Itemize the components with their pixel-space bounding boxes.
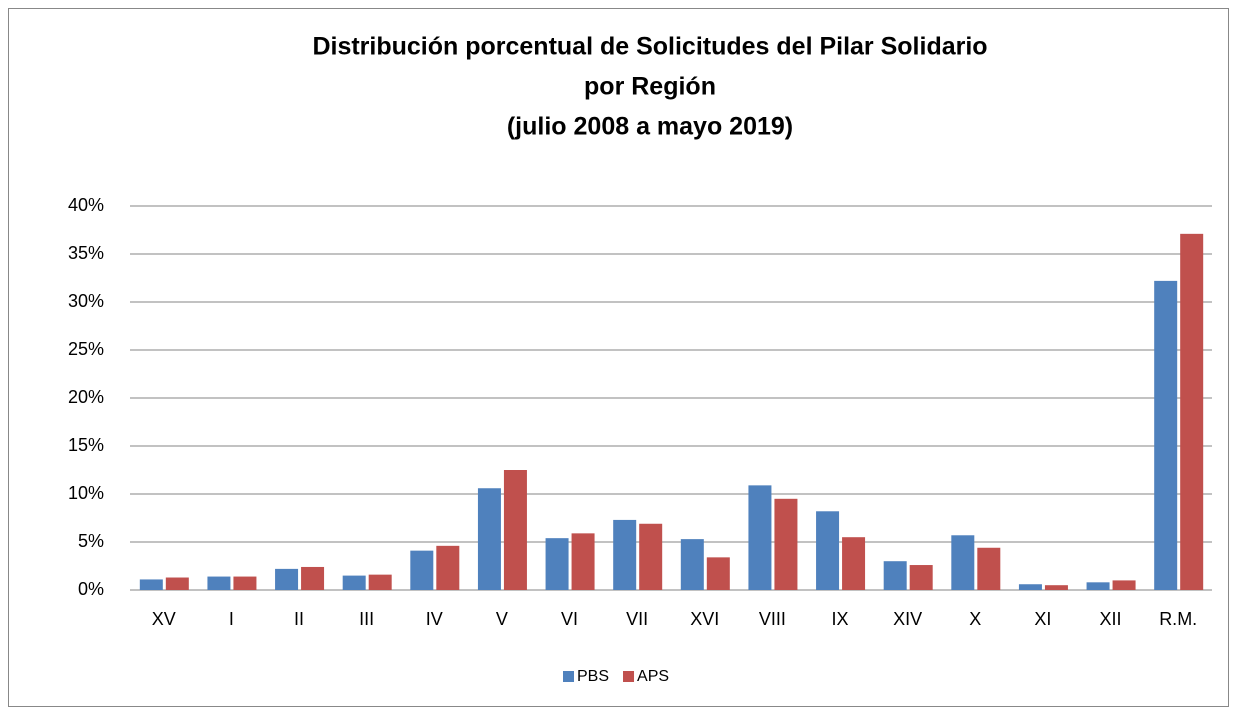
x-tick-label: R.M. [1159,609,1197,629]
chart-title: Distribución porcentual de Solicitudes d… [312,33,987,61]
y-tick-label: 25% [68,339,104,359]
bar [680,539,704,590]
bar [1154,280,1178,590]
bar [639,523,663,590]
bar [368,574,392,590]
bar [165,577,189,590]
x-tick-label: IV [426,609,443,629]
bar [139,579,163,590]
bar [410,550,434,590]
legend-swatch [623,671,635,682]
x-tick-label: II [294,609,304,629]
legend-label: PBS [577,668,609,685]
bar [1180,233,1204,590]
bar [774,498,798,590]
x-tick-label: V [496,609,508,629]
bar [477,488,501,590]
bar [748,485,772,590]
chart-title: por Región [584,73,716,101]
chart-title: (julio 2008 a mayo 2019) [507,113,793,141]
y-tick-label: 30% [68,291,104,311]
bar [816,511,840,590]
x-tick-label: I [229,609,234,629]
bar [571,533,595,590]
bar [1044,585,1068,590]
bar [1112,580,1136,590]
legend-swatch [563,671,574,682]
y-tick-label: 40% [68,195,104,215]
bar [909,565,933,590]
bar [436,545,460,590]
y-tick-label: 20% [68,387,104,407]
x-tick-label: X [969,609,981,629]
x-tick-label: VII [626,609,648,629]
x-tick-label: XII [1100,609,1122,629]
bar [977,547,1001,590]
y-tick-label: 15% [68,435,104,455]
bar [503,470,527,590]
bar [951,535,975,590]
bar [301,566,325,590]
y-tick-label: 0% [78,579,104,599]
y-tick-label: 35% [68,243,104,263]
bar [275,568,299,590]
x-tick-label: IX [832,609,849,629]
bar [545,538,569,590]
bar [883,561,907,590]
y-tick-label: 5% [78,531,104,551]
x-tick-label: VIII [759,609,786,629]
legend-label: APS [637,668,669,685]
bar [233,576,257,590]
x-tick-label: XI [1034,609,1051,629]
x-tick-label: III [359,609,374,629]
bar [1086,582,1110,590]
bar [342,575,366,590]
bar [613,519,637,590]
bar [706,557,730,590]
bar [207,576,231,590]
bar [842,537,866,590]
bar [1018,584,1042,590]
x-tick-label: VI [561,609,578,629]
x-tick-label: XIV [893,609,922,629]
x-tick-label: XV [152,609,176,629]
x-tick-label: XVI [690,609,719,629]
y-tick-label: 10% [68,483,104,503]
